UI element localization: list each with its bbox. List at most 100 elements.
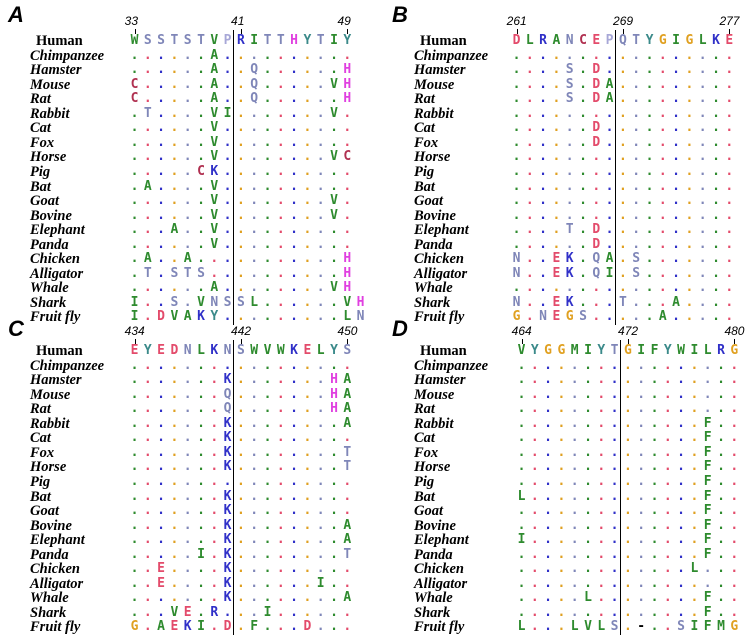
conserved-dot: . [512, 134, 521, 150]
residue: G [565, 309, 574, 325]
conserved-dot: . [210, 561, 219, 577]
conserved-dot: . [632, 163, 641, 179]
conserved-dot: . [303, 590, 312, 606]
conserved-dot: . [525, 178, 534, 194]
conserved-dot: . [544, 590, 552, 606]
conserved-dot: . [565, 120, 574, 136]
conserved-dot: . [570, 401, 579, 417]
conserved-dot: . [637, 604, 646, 620]
residue: C [343, 149, 352, 165]
conserved-dot: . [276, 444, 285, 460]
conserved-dot: . [170, 401, 179, 417]
residue: K [223, 532, 232, 548]
conserved-dot: . [725, 149, 734, 165]
conserved-dot: . [539, 193, 547, 209]
conserved-dot: . [330, 47, 338, 63]
conserved-dot: . [170, 134, 179, 150]
residue: F [703, 546, 712, 562]
conserved-dot: . [250, 163, 259, 179]
conserved-dot: . [623, 386, 632, 402]
conserved-dot: . [637, 415, 646, 431]
conserved-dot: . [263, 280, 272, 296]
residue: - [637, 619, 646, 635]
conserved-dot: . [717, 517, 725, 533]
residue: T [170, 33, 179, 48]
conserved-dot: . [290, 546, 298, 562]
conserved-dot: . [130, 444, 139, 460]
conserved-dot: . [170, 386, 179, 402]
position-tick [516, 29, 518, 34]
conserved-dot: . [210, 575, 219, 591]
conserved-dot: . [690, 488, 699, 504]
conserved-dot: . [650, 415, 659, 431]
conserved-dot: . [183, 294, 192, 310]
residue: I [584, 343, 592, 358]
residue: C [197, 163, 205, 179]
conserved-dot: . [157, 222, 165, 238]
conserved-dot: . [170, 178, 179, 194]
residue: Q [223, 386, 232, 402]
conserved-dot: . [330, 561, 338, 577]
conserved-dot: . [610, 372, 619, 388]
conserved-dot: . [157, 105, 165, 121]
conserved-dot: . [157, 178, 165, 194]
residue: V [210, 105, 219, 121]
conserved-dot: . [663, 415, 672, 431]
conserved-dot: . [170, 488, 179, 504]
conserved-dot: . [584, 561, 592, 577]
conserved-dot: . [677, 357, 685, 373]
conserved-dot: . [570, 575, 579, 591]
residue: S [143, 33, 152, 48]
conserved-dot: . [276, 91, 285, 107]
conserved-dot: . [316, 459, 325, 475]
conserved-dot: . [530, 459, 539, 475]
conserved-dot: . [658, 105, 667, 121]
conserved-dot: . [579, 193, 587, 209]
conserved-dot: . [276, 532, 285, 548]
conserved-dot: . [597, 546, 606, 562]
conserved-dot: . [290, 163, 298, 179]
species-label: Chicken [30, 561, 80, 578]
conserved-dot: . [276, 178, 285, 194]
conserved-dot: . [712, 105, 720, 121]
conserved-dot: . [517, 604, 526, 620]
conserved-dot: . [250, 251, 259, 267]
conserved-dot: . [303, 294, 312, 310]
residue: S [565, 76, 574, 92]
conserved-dot: . [544, 459, 552, 475]
residue: Y [597, 343, 606, 358]
conserved-dot: . [544, 561, 552, 577]
conserved-dot: . [290, 575, 298, 591]
conserved-dot: . [565, 105, 574, 121]
residue: E [592, 33, 601, 48]
residue: I [130, 294, 139, 310]
residue: T [610, 343, 619, 358]
conserved-dot: . [303, 251, 312, 267]
residue: L [316, 343, 325, 358]
conserved-dot: . [157, 251, 165, 267]
conserved-dot: . [557, 590, 566, 606]
residue: T [343, 546, 352, 562]
conserved-dot: . [525, 309, 534, 325]
conserved-dot: . [290, 178, 298, 194]
separator-line [615, 30, 617, 325]
conserved-dot: . [303, 430, 312, 446]
conserved-dot: . [343, 503, 352, 519]
conserved-dot: . [552, 76, 561, 92]
conserved-dot: . [330, 575, 338, 591]
conserved-dot: . [236, 473, 245, 489]
conserved-dot: . [618, 149, 627, 165]
conserved-dot: . [210, 357, 219, 373]
conserved-dot: . [276, 372, 285, 388]
residue: W [276, 343, 285, 358]
conserved-dot: . [130, 178, 139, 194]
conserved-dot: . [316, 265, 325, 281]
conserved-dot: . [316, 401, 325, 417]
conserved-dot: . [623, 459, 632, 475]
conserved-dot: . [544, 357, 552, 373]
residue: H [343, 62, 352, 78]
conserved-dot: . [197, 193, 205, 209]
conserved-dot: . [263, 401, 272, 417]
conserved-dot: . [343, 47, 352, 63]
conserved-dot: . [552, 207, 561, 223]
